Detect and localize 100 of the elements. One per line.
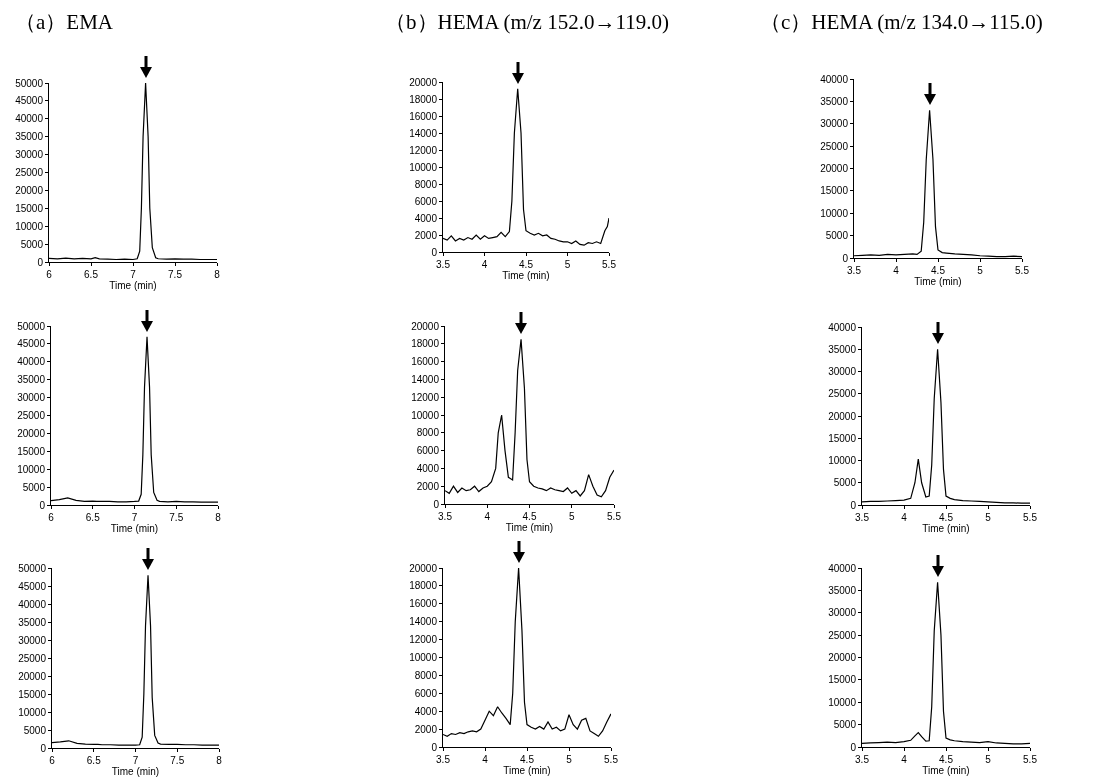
x-tick-label: 5.5 bbox=[1023, 754, 1038, 765]
y-tick-label: 0 bbox=[842, 252, 849, 264]
y-tick-label: 35000 bbox=[17, 374, 46, 386]
x-tick-label: 5 bbox=[566, 754, 573, 765]
y-tick-label: 40000 bbox=[828, 562, 857, 574]
x-tick-label: 4.5 bbox=[520, 754, 535, 765]
x-axis-title: Time (min) bbox=[110, 523, 159, 534]
y-tick-label: 35000 bbox=[828, 584, 857, 596]
y-tick-label: 50000 bbox=[15, 77, 44, 89]
y-tick-label: 5000 bbox=[833, 719, 857, 731]
y-tick-label: 2000 bbox=[414, 229, 438, 241]
y-tick-label: 8000 bbox=[416, 427, 440, 439]
y-tick-label: 30000 bbox=[15, 149, 44, 161]
y-tick-label: 2000 bbox=[414, 723, 438, 735]
y-tick-label: 4000 bbox=[414, 212, 438, 224]
y-tick-label: 5000 bbox=[20, 238, 44, 250]
x-tick-label: 4.5 bbox=[931, 265, 946, 276]
x-tick-label: 8 bbox=[215, 512, 222, 523]
y-tick-label: 12000 bbox=[411, 391, 440, 403]
chart-title: （a）EMA bbox=[15, 9, 113, 36]
y-tick-label: 10000 bbox=[17, 463, 46, 475]
y-tick-label: 10000 bbox=[409, 161, 438, 173]
y-tick-label: 6000 bbox=[414, 687, 438, 699]
x-tick-label: 3.5 bbox=[855, 512, 870, 523]
y-tick-label: 20000 bbox=[409, 562, 438, 574]
y-tick-label: 50000 bbox=[17, 320, 46, 332]
y-tick-label: 45000 bbox=[15, 95, 44, 107]
x-axis-title: Time (min) bbox=[111, 766, 160, 777]
y-tick-label: 14000 bbox=[409, 127, 438, 139]
y-tick-label: 40000 bbox=[18, 598, 47, 610]
y-tick-label: 20000 bbox=[828, 652, 857, 663]
y-tick-label: 0 bbox=[431, 741, 438, 753]
y-tick-label: 4000 bbox=[414, 705, 438, 717]
x-tick-label: 3.5 bbox=[436, 754, 451, 765]
x-axis-title: Time (min) bbox=[503, 765, 551, 776]
x-tick-label: 4 bbox=[481, 259, 488, 270]
x-tick-label: 5 bbox=[977, 265, 984, 276]
y-tick-label: 30000 bbox=[828, 607, 857, 619]
x-tick-label: 4 bbox=[482, 754, 489, 765]
x-tick-label: 6.5 bbox=[86, 755, 102, 766]
y-tick-label: 25000 bbox=[15, 167, 44, 178]
y-tick-label: 10000 bbox=[820, 207, 849, 219]
y-tick-label: 0 bbox=[39, 499, 46, 511]
y-tick-label: 45000 bbox=[18, 580, 47, 592]
y-tick-label: 14000 bbox=[409, 616, 438, 628]
y-tick-label: 0 bbox=[850, 741, 857, 753]
y-tick-label: 40000 bbox=[820, 73, 849, 85]
y-tick-label: 35000 bbox=[18, 616, 47, 628]
y-tick-label: 0 bbox=[37, 256, 44, 268]
y-tick-label: 25000 bbox=[828, 629, 857, 641]
y-tick-label: 15000 bbox=[18, 688, 47, 700]
x-axis-title: Time (min) bbox=[502, 270, 550, 281]
x-tick-label: 4 bbox=[893, 265, 900, 276]
y-tick-label: 0 bbox=[40, 742, 47, 754]
y-tick-label: 0 bbox=[431, 246, 438, 258]
x-tick-label: 6 bbox=[48, 512, 55, 523]
x-tick-label: 5.5 bbox=[1015, 265, 1030, 276]
y-tick-label: 35000 bbox=[820, 95, 849, 107]
x-axis-title: Time (min) bbox=[109, 280, 157, 291]
x-tick-label: 4.5 bbox=[939, 754, 954, 765]
x-tick-label: 6 bbox=[49, 755, 56, 766]
y-tick-label: 10000 bbox=[828, 696, 857, 708]
y-tick-label: 10000 bbox=[828, 455, 857, 466]
y-tick-label: 6000 bbox=[414, 195, 438, 207]
x-tick-label: 4 bbox=[484, 511, 491, 522]
y-tick-label: 2000 bbox=[416, 480, 440, 492]
x-tick-label: 4.5 bbox=[519, 259, 534, 270]
y-tick-label: 0 bbox=[850, 499, 857, 511]
y-tick-label: 20000 bbox=[17, 427, 46, 439]
chart-title: （c）HEMA (m/z 134.0→115.0) bbox=[760, 9, 1043, 36]
y-tick-label: 20000 bbox=[409, 76, 438, 88]
x-axis-title: Time (min) bbox=[914, 276, 962, 287]
y-tick-label: 25000 bbox=[828, 388, 857, 400]
y-tick-label: 10000 bbox=[18, 706, 47, 718]
y-tick-label: 30000 bbox=[18, 634, 47, 646]
y-tick-label: 5000 bbox=[833, 477, 857, 489]
y-tick-label: 40000 bbox=[15, 113, 44, 125]
y-tick-label: 35000 bbox=[15, 131, 44, 143]
x-tick-label: 5 bbox=[568, 511, 575, 522]
y-tick-label: 5000 bbox=[825, 230, 849, 242]
y-tick-label: 5000 bbox=[23, 724, 47, 736]
x-tick-label: 8 bbox=[214, 269, 221, 280]
y-tick-label: 20000 bbox=[15, 184, 44, 196]
y-tick-label: 18000 bbox=[411, 338, 440, 350]
y-tick-label: 10000 bbox=[411, 409, 440, 421]
y-tick-label: 50000 bbox=[18, 562, 47, 574]
y-tick-label: 8000 bbox=[414, 178, 438, 190]
y-tick-label: 20000 bbox=[828, 410, 857, 422]
x-tick-label: 5.5 bbox=[604, 754, 619, 765]
y-tick-label: 45000 bbox=[17, 338, 46, 350]
y-tick-label: 15000 bbox=[15, 202, 44, 214]
y-tick-label: 15000 bbox=[828, 432, 857, 444]
x-tick-label: 4.5 bbox=[522, 511, 537, 522]
x-tick-label: 5.5 bbox=[607, 511, 622, 522]
y-tick-label: 20000 bbox=[820, 163, 849, 174]
y-tick-label: 8000 bbox=[414, 669, 438, 681]
y-tick-label: 5000 bbox=[22, 481, 46, 493]
x-tick-label: 7.5 bbox=[168, 269, 183, 280]
y-tick-label: 16000 bbox=[409, 598, 438, 610]
chart-title: （b）HEMA (m/z 152.0→119.0) bbox=[385, 9, 669, 36]
